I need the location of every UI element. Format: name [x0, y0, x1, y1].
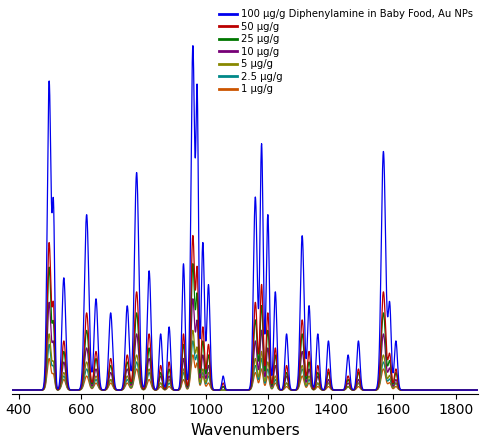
X-axis label: Wavenumbers: Wavenumbers: [190, 423, 300, 438]
Legend: 100 μg/g Diphenylamine in Baby Food, Au NPs, 50 μg/g, 25 μg/g, 10 μg/g, 5 μg/g, : 100 μg/g Diphenylamine in Baby Food, Au …: [215, 5, 477, 98]
